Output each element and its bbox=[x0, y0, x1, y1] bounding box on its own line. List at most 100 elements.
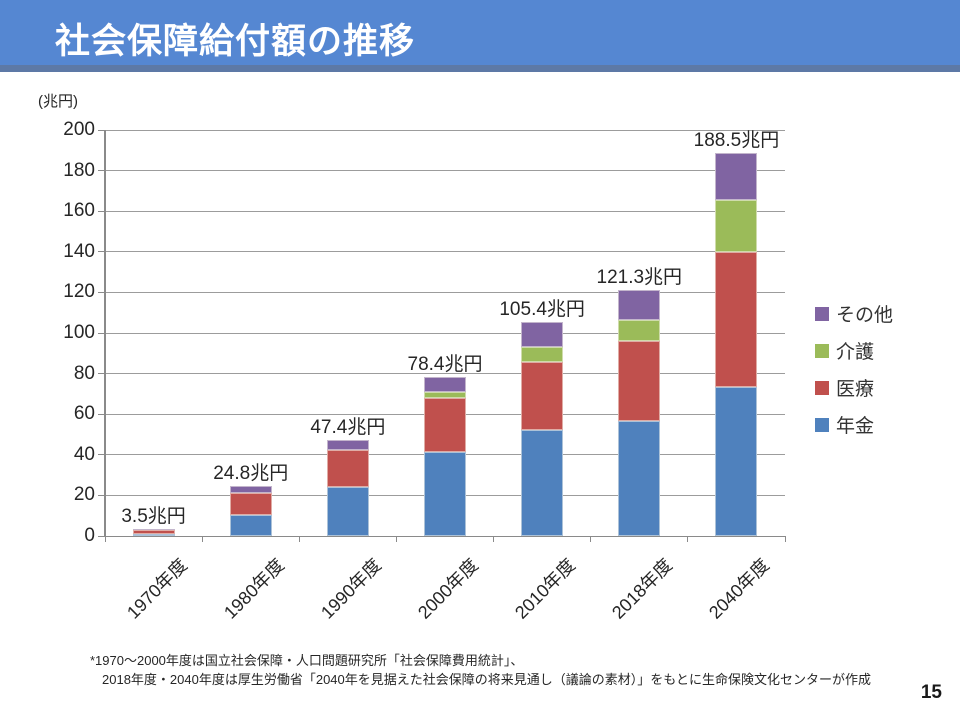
footnote: *1970～2000年度は国立社会保障・人口問題研究所「社会保障費用統計」、 2… bbox=[90, 651, 871, 689]
bar-segment-年金 bbox=[132, 534, 175, 536]
y-axis-tick-label: 140 bbox=[63, 240, 95, 262]
page-title: 社会保障給付額の推移 bbox=[55, 22, 416, 61]
gridline bbox=[105, 170, 785, 172]
y-axis-tick-label: 160 bbox=[63, 200, 95, 222]
x-axis-tick-mark bbox=[201, 536, 203, 542]
y-axis-tick-mark bbox=[98, 332, 105, 334]
y-axis-tick-label: 180 bbox=[63, 159, 95, 181]
gridline bbox=[105, 210, 785, 212]
y-axis-tick-label: 20 bbox=[73, 484, 95, 506]
bar-total-label: 121.3兆円 bbox=[596, 266, 683, 288]
y-axis-tick-mark bbox=[98, 373, 105, 375]
y-axis-tick-label: 60 bbox=[73, 403, 95, 425]
y-axis-tick-label: 100 bbox=[63, 322, 95, 343]
legend-swatch-icon bbox=[815, 417, 829, 432]
bar-segment-医療 bbox=[521, 361, 564, 431]
bar-segment-年金 bbox=[715, 387, 758, 536]
y-axis-tick-label: 80 bbox=[73, 362, 95, 384]
x-axis-tick-mark bbox=[590, 536, 592, 542]
legend-label: 年金 bbox=[836, 416, 875, 437]
x-axis-label: 1980年度 bbox=[219, 554, 288, 623]
bar-segment-その他 bbox=[326, 439, 369, 450]
bar-segment-その他 bbox=[715, 153, 758, 200]
bar-total-label: 3.5兆円 bbox=[121, 505, 186, 527]
header-accent-strip bbox=[0, 65, 960, 72]
bar-segment-医療 bbox=[715, 252, 758, 388]
y-axis-tick-mark bbox=[98, 210, 105, 212]
bar-total-label: 78.4兆円 bbox=[407, 353, 483, 375]
x-axis-line bbox=[105, 535, 785, 538]
legend-item-その他: その他 bbox=[815, 302, 894, 326]
page-number: 15 bbox=[920, 682, 942, 703]
bar-segment-年金 bbox=[229, 514, 272, 536]
bar-segment-介護 bbox=[715, 199, 758, 252]
legend-label: その他 bbox=[836, 305, 894, 326]
x-axis-label: 2000年度 bbox=[414, 554, 482, 623]
y-axis-tick-mark bbox=[98, 170, 105, 172]
legend-label: 医療 bbox=[836, 379, 875, 400]
y-axis-tick-mark bbox=[98, 535, 105, 537]
bar-segment-その他 bbox=[521, 322, 564, 347]
bar-segment-医療 bbox=[618, 341, 661, 421]
gridline bbox=[105, 373, 785, 375]
y-axis-tick-mark bbox=[98, 129, 105, 131]
bar-total-label: 24.8兆円 bbox=[213, 462, 289, 484]
bar-segment-医療 bbox=[326, 449, 369, 488]
x-axis-label: 1970年度 bbox=[122, 554, 191, 623]
bar-total-label: 47.4兆円 bbox=[310, 416, 386, 438]
x-axis-tick-mark bbox=[784, 536, 786, 542]
bar-segment-その他 bbox=[618, 289, 661, 320]
x-axis-tick-mark bbox=[493, 536, 495, 542]
legend-item-医療: 医療 bbox=[815, 376, 893, 400]
bar-segment-その他 bbox=[132, 528, 175, 530]
x-axis-tick-mark bbox=[298, 536, 300, 542]
bar-segment-年金 bbox=[618, 420, 661, 536]
gridline bbox=[105, 251, 785, 253]
y-axis-tick-label: 200 bbox=[63, 119, 95, 140]
legend-item-年金: 年金 bbox=[815, 413, 893, 437]
x-axis-label: 2040年度 bbox=[705, 554, 774, 623]
y-axis-tick-label: 40 bbox=[73, 443, 95, 465]
bar-segment-介護 bbox=[521, 346, 564, 362]
y-axis-unit-label: (兆円) bbox=[38, 93, 78, 110]
y-axis-tick-mark bbox=[98, 454, 105, 456]
bar-segment-年金 bbox=[424, 452, 466, 536]
y-axis-tick-label: 120 bbox=[63, 281, 95, 303]
bar-total-label: 105.4兆円 bbox=[499, 299, 585, 321]
bar-segment-介護 bbox=[424, 391, 466, 399]
bar-segment-その他 bbox=[424, 376, 466, 392]
bar-segment-医療 bbox=[229, 492, 272, 515]
legend-swatch-icon bbox=[815, 343, 829, 358]
gridline bbox=[105, 332, 785, 334]
gridline bbox=[105, 129, 785, 131]
legend-item-介護: 介護 bbox=[815, 339, 893, 363]
x-axis-label: 2018年度 bbox=[608, 554, 677, 623]
legend-swatch-icon bbox=[815, 380, 829, 395]
chart-legend: その他 介護 医療 年金 bbox=[815, 302, 893, 450]
bar-segment-介護 bbox=[618, 319, 661, 342]
bar-segment-年金 bbox=[326, 487, 369, 536]
y-axis-tick-mark bbox=[98, 494, 105, 496]
x-axis-label: 1990年度 bbox=[316, 554, 385, 623]
legend-label: 介護 bbox=[836, 342, 875, 363]
x-axis-tick-mark bbox=[395, 536, 397, 542]
gridline bbox=[105, 291, 785, 293]
bar-segment-その他 bbox=[229, 485, 272, 493]
header-bar bbox=[0, 0, 960, 65]
y-axis-tick-mark bbox=[98, 291, 105, 293]
bar-segment-医療 bbox=[132, 529, 175, 535]
y-axis-tick-mark bbox=[98, 413, 105, 415]
bar-segment-医療 bbox=[424, 398, 466, 453]
footnote-line-2: 2018年度・2040年度は厚生労働省「2040年を見据えた社会保障の将来見通し… bbox=[102, 672, 872, 687]
x-axis-tick-mark bbox=[104, 536, 106, 542]
bar-segment-年金 bbox=[521, 430, 564, 536]
bar-total-label: 188.5兆円 bbox=[693, 130, 780, 152]
y-axis-tick-mark bbox=[98, 251, 105, 253]
x-axis-label: 2010年度 bbox=[511, 554, 580, 623]
footnote-line-1: *1970～2000年度は国立社会保障・人口問題研究所「社会保障費用統計」、 bbox=[90, 653, 524, 668]
legend-swatch-icon bbox=[815, 306, 829, 321]
y-axis-line bbox=[104, 130, 106, 536]
y-axis-tick-label: 0 bbox=[84, 525, 95, 546]
